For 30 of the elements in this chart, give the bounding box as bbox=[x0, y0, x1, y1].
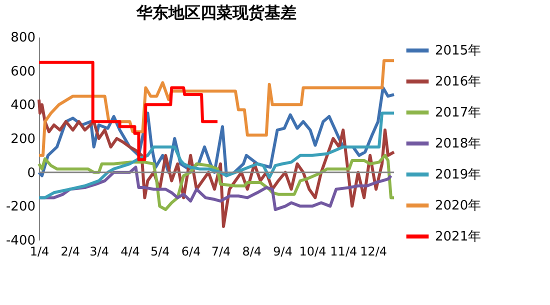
x-tick-label: 11/4 bbox=[330, 244, 358, 258]
x-tick-label: 4/4 bbox=[120, 244, 140, 258]
x-tick-label: 12/4 bbox=[360, 244, 388, 258]
y-tick-label: 200 bbox=[10, 132, 36, 147]
x-tick-label: 3/4 bbox=[90, 244, 109, 258]
x-tick-label: 6/4 bbox=[181, 244, 201, 258]
legend-label: 2017年 bbox=[435, 106, 482, 120]
legend-label: 2018年 bbox=[435, 136, 482, 152]
chart-title: 华东地区四菜现货基差 bbox=[136, 3, 296, 22]
x-tick-label: 9/4 bbox=[273, 244, 292, 258]
legend-label: 2016年 bbox=[435, 74, 482, 90]
line-series bbox=[38, 60, 219, 162]
y-tick-label: 400 bbox=[10, 98, 36, 114]
x-tick-label: 1/4 bbox=[30, 244, 50, 258]
legend-label: 2021年 bbox=[435, 230, 482, 244]
line-series bbox=[38, 112, 396, 200]
legend-label: 2015年 bbox=[435, 44, 482, 58]
y-tick-label: 600 bbox=[10, 64, 36, 80]
y-tick-label: 0 bbox=[27, 166, 36, 181]
y-tick-label: -200 bbox=[6, 200, 36, 215]
x-tick-label: 5/4 bbox=[150, 244, 170, 258]
x-tick-label: 10/4 bbox=[299, 244, 326, 258]
line-series bbox=[38, 154, 396, 212]
legend-label: 2019年 bbox=[435, 168, 482, 182]
x-tick-label: 8/4 bbox=[242, 244, 262, 258]
legend-label: 2020年 bbox=[435, 198, 482, 214]
x-tick-label: 2/4 bbox=[60, 244, 80, 258]
y-tick-label: 800 bbox=[10, 30, 36, 46]
line-series bbox=[38, 59, 396, 157]
x-tick-label: 7/4 bbox=[211, 244, 231, 258]
